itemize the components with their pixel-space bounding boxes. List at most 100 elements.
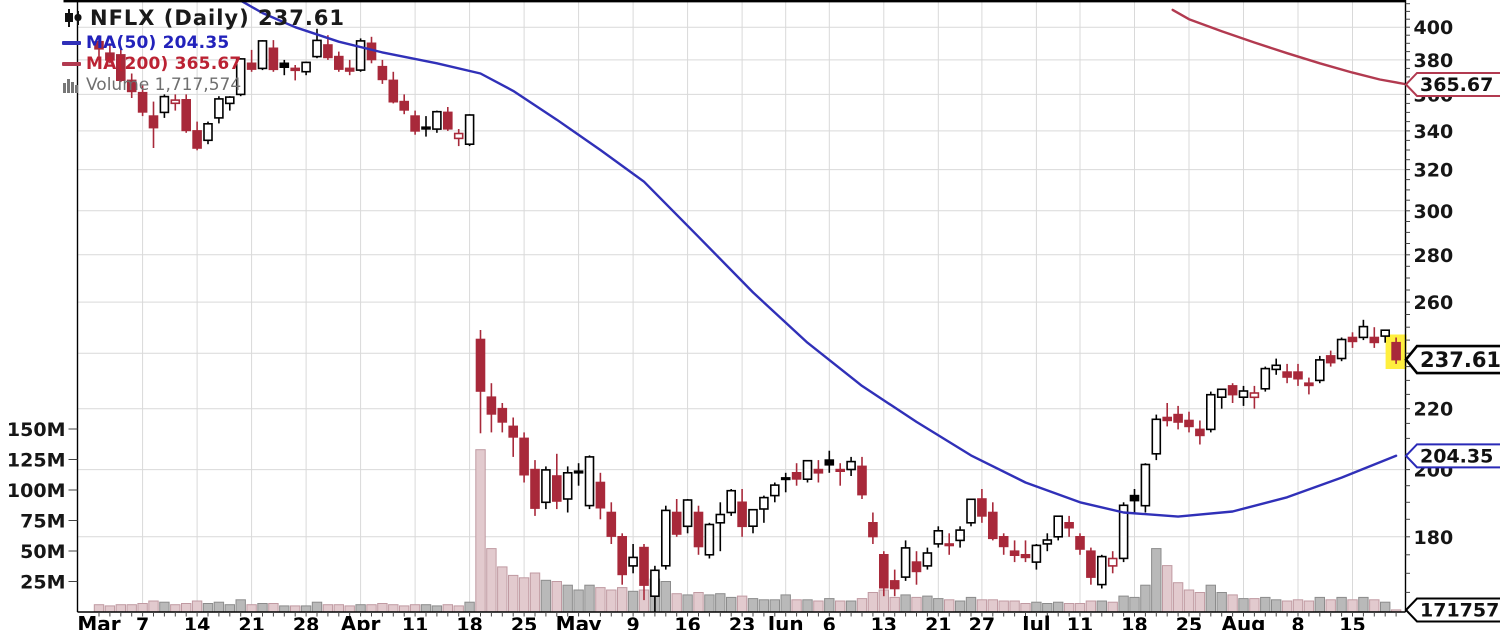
candle (148, 115, 159, 129)
volume-bar (1020, 603, 1031, 613)
candle (442, 111, 453, 130)
volume-bar (682, 594, 693, 613)
candle (628, 556, 638, 567)
axis-ticks (68, 3, 1410, 617)
volume-bar (366, 604, 377, 613)
candle (998, 535, 1009, 548)
svg-text:25: 25 (1176, 614, 1202, 630)
candle (1227, 385, 1238, 396)
candle (421, 126, 431, 130)
candle (225, 96, 235, 105)
candle (268, 47, 279, 71)
svg-text:Jul: Jul (1020, 612, 1051, 630)
volume-bar (1085, 600, 1097, 613)
volume-bar (965, 596, 977, 613)
volume-bar (420, 604, 432, 613)
svg-text:18: 18 (456, 614, 482, 630)
volume-bar (290, 605, 301, 613)
volume-bar (736, 595, 748, 613)
svg-text:18: 18 (1121, 614, 1147, 630)
volume-bar (802, 599, 813, 613)
volume-bar (1162, 565, 1173, 613)
volume-bar (900, 594, 911, 613)
candle (1107, 557, 1118, 567)
candle (639, 546, 649, 586)
volume-bar (235, 599, 246, 613)
volume-bar (856, 598, 868, 613)
week-gridlines (142, 1, 1353, 612)
candle (137, 91, 148, 113)
candle (584, 456, 595, 507)
volume-bar (540, 579, 552, 613)
candle (377, 65, 388, 81)
candle (1358, 325, 1369, 339)
candle (1260, 367, 1271, 390)
candle (1118, 504, 1129, 560)
candle (1020, 553, 1031, 559)
date-axis-labels: Mar 7 14 21 28 Apr 11 18 25 May 9 16 23 Jun 6 13 21 27 Jul… (77, 612, 1365, 630)
candle (333, 55, 344, 70)
volume-bar (715, 593, 726, 613)
volume-bar (1063, 603, 1075, 613)
price-callout-box (1404, 443, 1500, 469)
volume-bar (595, 587, 606, 613)
candle (573, 470, 584, 474)
volume-bar (824, 598, 835, 613)
volume-bar (1053, 601, 1064, 613)
volume-bar (1369, 599, 1380, 613)
candle (900, 547, 911, 578)
volume-bar (889, 596, 900, 613)
candle (290, 67, 301, 72)
candle (693, 511, 704, 548)
candle (737, 501, 747, 528)
svg-text:13: 13 (871, 614, 897, 630)
volume-bar (355, 604, 366, 613)
candle (1075, 535, 1085, 550)
volume-bar (1347, 599, 1358, 613)
svg-text:14: 14 (184, 614, 210, 630)
volume-bar (399, 605, 410, 613)
svg-text:220: 220 (1414, 399, 1454, 421)
price-callout-text: 365.67 (1420, 74, 1493, 96)
volume-bar (170, 604, 181, 613)
volume-bar (1292, 599, 1304, 613)
volume-bar (1314, 596, 1325, 613)
price-callouts: 365.67 237.61 204.35 1717574 (1404, 71, 1500, 623)
candle (1129, 494, 1140, 502)
svg-text:25M: 25M (20, 572, 65, 594)
volume-bar (377, 603, 388, 613)
volume-bar (987, 599, 998, 613)
volume-bar (279, 605, 290, 613)
volume-bar (617, 587, 628, 613)
candle (987, 511, 998, 540)
volume-bar (1249, 598, 1260, 613)
candle (1195, 428, 1205, 437)
volume-bar (922, 595, 933, 613)
candle (835, 468, 846, 473)
svg-text:6: 6 (823, 614, 836, 630)
candle (955, 529, 965, 542)
volume-bar (453, 605, 464, 613)
svg-text:100M: 100M (7, 480, 66, 502)
volume-bar (518, 577, 530, 613)
candle (235, 58, 246, 96)
candle (1151, 418, 1162, 455)
candle (595, 481, 606, 509)
candle (791, 471, 802, 480)
volume-bar (747, 598, 759, 613)
candle (780, 477, 791, 481)
volume-bar (115, 604, 126, 613)
candle (617, 535, 628, 576)
svg-text:400: 400 (1414, 17, 1454, 39)
volume-bar (758, 599, 770, 613)
svg-text:15: 15 (1339, 614, 1365, 630)
volume-bar (1009, 600, 1020, 613)
candle (519, 437, 529, 476)
volume-bar (1151, 548, 1162, 613)
candle (933, 529, 944, 545)
candle (1271, 364, 1281, 371)
candle (203, 123, 213, 142)
volume-bar (1140, 584, 1151, 613)
volume-bar (1118, 595, 1129, 613)
